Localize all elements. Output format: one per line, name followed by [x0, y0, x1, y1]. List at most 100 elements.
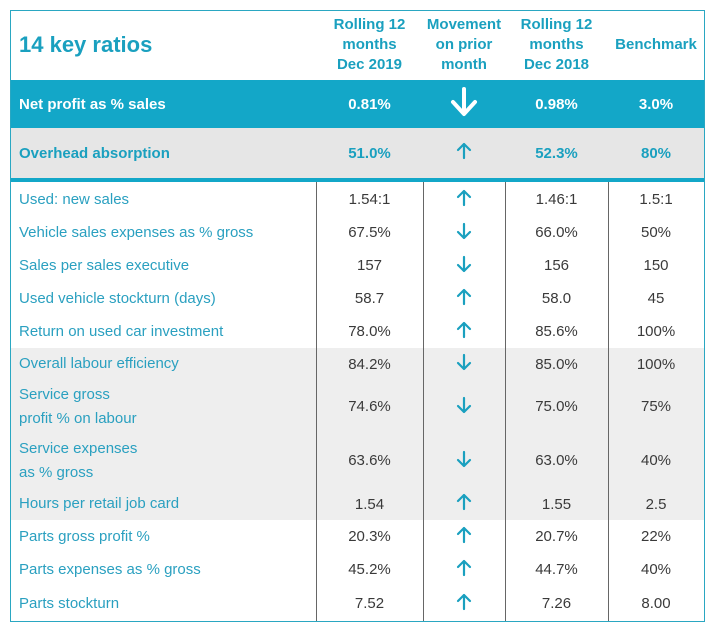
row-label: Parts expenses as % gross [11, 558, 316, 582]
table-row: Parts gross profit % 20.3% 20.7% 22% [11, 520, 704, 553]
benchmark-value: 150 [643, 257, 669, 274]
row-label: Service expenses as % gross [11, 437, 316, 485]
value-2019: 1.54:1 [348, 191, 391, 208]
arrow-down-icon [423, 396, 505, 414]
value-2018: 66.0% [535, 224, 578, 241]
table-row: Sales per sales executive 157 156 150 [11, 249, 704, 282]
overhead-absorption-row: Overhead absorption 51.0% 52.3% 80% [11, 128, 704, 178]
key-ratios-table: 14 key ratios Rolling 12 months Dec 2019… [10, 10, 705, 622]
row-label: Sales per sales executive [11, 254, 316, 278]
table-title: 14 key ratios [19, 32, 153, 57]
value-2019: 63.6% [348, 452, 391, 469]
header-movement: Movement on prior month [426, 16, 502, 73]
movement-cell [423, 288, 505, 310]
row-label: Overall labour efficiency [11, 352, 316, 376]
arrow-up-icon [423, 189, 505, 207]
arrow-up-icon [423, 559, 505, 577]
value-2019: 0.81% [348, 95, 391, 113]
row-label: Overhead absorption [19, 144, 170, 162]
value-2019: 20.3% [348, 528, 391, 545]
movement-cell [423, 526, 505, 548]
arrow-down-icon [423, 255, 505, 273]
table-row: Parts expenses as % gross 45.2% 44.7% 40% [11, 553, 704, 586]
value-2018: 63.0% [535, 452, 578, 469]
table-row: Parts stockturn 7.52 7.26 8.00 [11, 586, 704, 621]
header-rolling-2019: Rolling 12 months Dec 2019 [333, 16, 406, 73]
table-row: Hours per retail job card 1.54 1.55 2.5 [11, 488, 704, 520]
movement-cell [423, 493, 505, 515]
arrow-down-icon [423, 353, 505, 371]
value-2019: 74.6% [348, 398, 391, 415]
row-label: Hours per retail job card [11, 492, 316, 516]
value-2018: 85.0% [535, 355, 578, 373]
table-header: 14 key ratios Rolling 12 months Dec 2019… [11, 11, 704, 79]
arrow-up-icon [423, 288, 505, 306]
value-2019: 157 [356, 257, 383, 274]
arrow-down-icon [423, 87, 505, 117]
row-label: Used vehicle stockturn (days) [11, 287, 316, 311]
value-2018: 85.6% [535, 323, 578, 340]
benchmark-value: 22% [640, 528, 672, 545]
value-2018: 52.3% [535, 144, 578, 162]
row-label: Service gross profit % on labour [11, 383, 316, 431]
row-label: Return on used car investment [11, 320, 316, 344]
benchmark-value: 75% [640, 398, 672, 415]
benchmark-value: 45 [647, 290, 665, 307]
value-2018: 58.0 [541, 290, 572, 307]
row-label-line: Sales per sales executive [19, 256, 190, 274]
row-label-line: Service gross [19, 385, 110, 403]
row-label-line: Return on used car investment [19, 322, 224, 340]
movement-cell [423, 255, 505, 277]
row-label-line: Used: new sales [19, 190, 130, 208]
benchmark-value: 8.00 [641, 595, 671, 612]
movement-cell [423, 222, 505, 244]
row-label-line: Hours per retail job card [19, 495, 180, 512]
row-label: Parts gross profit % [11, 525, 316, 549]
movement-cell [423, 321, 505, 343]
value-2019: 67.5% [348, 224, 391, 241]
row-label-line: Parts gross profit % [19, 527, 150, 545]
benchmark-value: 50% [640, 224, 672, 241]
arrow-down-icon [423, 222, 505, 240]
value-2019: 58.7 [354, 290, 385, 307]
value-2018: 1.55 [541, 495, 572, 513]
header-rolling-2018: Rolling 12 months Dec 2018 [520, 16, 593, 73]
arrow-up-icon [423, 493, 505, 511]
benchmark-value: 2.5 [645, 495, 667, 513]
movement-cell [423, 559, 505, 581]
arrow-up-icon [423, 321, 505, 339]
column-divider [423, 182, 424, 621]
value-2018: 75.0% [535, 398, 578, 415]
value-2019: 1.54 [354, 495, 385, 513]
value-2018: 44.7% [535, 561, 578, 578]
value-2019: 7.52 [354, 595, 385, 612]
row-label-line: profit % on labour [19, 409, 137, 427]
movement-cell [423, 593, 505, 615]
value-2018: 1.46:1 [535, 191, 578, 208]
row-label: Vehicle sales expenses as % gross [11, 221, 316, 245]
value-2018: 156 [543, 257, 570, 274]
movement-cell [423, 353, 505, 375]
value-2018: 7.26 [541, 595, 572, 612]
value-2019: 78.0% [348, 323, 391, 340]
arrow-up-icon [423, 526, 505, 544]
arrow-up-icon [423, 142, 505, 160]
row-label: Used: new sales [11, 188, 316, 212]
movement-cell [423, 87, 505, 121]
arrow-up-icon [423, 593, 505, 611]
table-row: Used: new sales 1.54:1 1.46:1 1.5:1 [11, 183, 704, 216]
header-separator [11, 178, 704, 182]
column-divider [505, 182, 506, 621]
value-2019: 51.0% [348, 144, 391, 162]
row-label-line: Vehicle sales expenses as % gross [19, 223, 254, 241]
net-profit-row: Net profit as % sales 0.81% 0.98% 3.0% [11, 80, 704, 128]
benchmark-value: 100% [636, 355, 676, 373]
value-2019: 84.2% [348, 355, 391, 373]
row-label-line: Overall labour efficiency [19, 355, 179, 372]
movement-cell [423, 450, 505, 472]
benchmark-value: 40% [640, 561, 672, 578]
table-row: Used vehicle stockturn (days) 58.7 58.0 45 [11, 282, 704, 315]
row-label-line: Service expenses [19, 439, 138, 457]
table-row: Vehicle sales expenses as % gross 67.5% 66… [11, 216, 704, 249]
table-row: Service expenses as % gross 63.6% 63.0% 40% [11, 433, 704, 488]
